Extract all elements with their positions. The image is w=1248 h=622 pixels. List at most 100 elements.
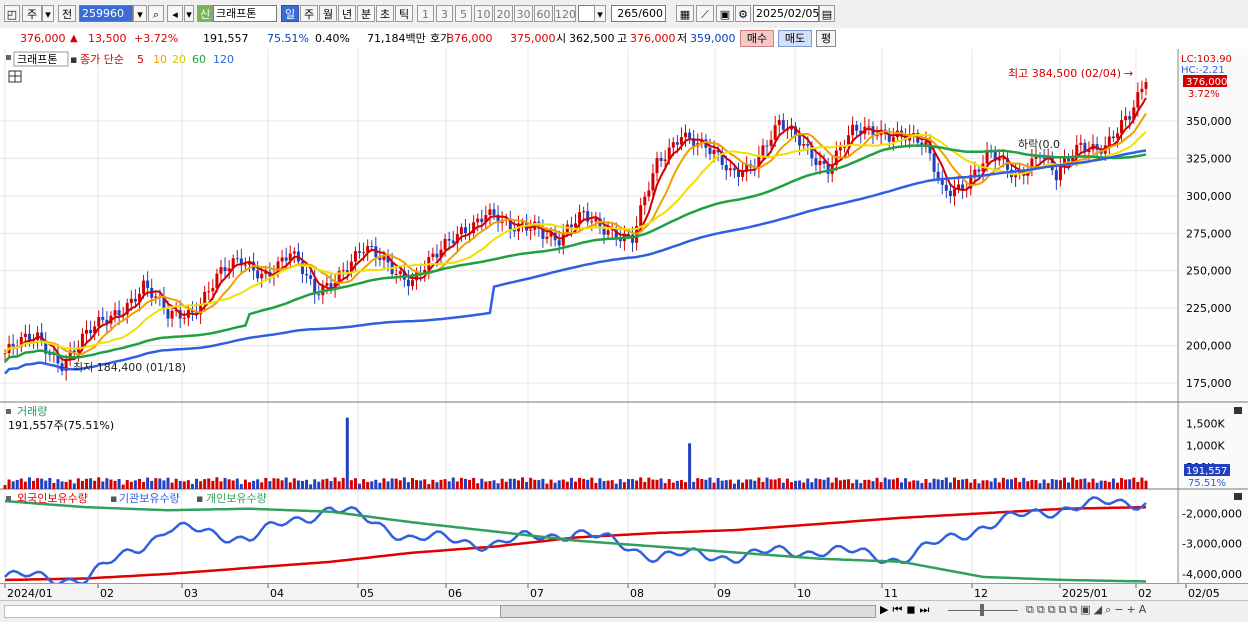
interval-button[interactable]: 1 — [417, 5, 434, 22]
candle-body — [1107, 136, 1111, 146]
interval-button[interactable]: 3 — [436, 5, 453, 22]
candle-body — [891, 137, 895, 142]
candle-body — [781, 120, 785, 130]
holding-close-icon[interactable] — [1234, 493, 1242, 500]
candle-body — [973, 169, 977, 176]
volume-bar — [142, 481, 146, 489]
volume-bar — [940, 479, 944, 489]
x-tick-label: 04 — [270, 587, 284, 600]
average-button[interactable]: 평 — [816, 30, 836, 47]
chevron-down-icon[interactable]: ▾ — [42, 5, 54, 22]
candle-body — [406, 279, 410, 287]
candle-body — [1111, 136, 1115, 139]
volume-bar — [97, 477, 101, 489]
period-year-tab[interactable]: 년 — [338, 5, 356, 22]
change-percent: +3.72% — [134, 32, 179, 45]
x-tick-label: 02 — [100, 587, 114, 600]
volume-bar — [390, 478, 394, 489]
volume-bar — [561, 479, 565, 489]
indicator-icon[interactable]: ▦ — [676, 5, 694, 22]
period-week-tab[interactable]: 주 — [300, 5, 318, 22]
interval-button[interactable]: 5 — [455, 5, 472, 22]
market-select[interactable]: 주 — [22, 5, 42, 22]
panel-handle-icon[interactable] — [6, 55, 11, 60]
volume-bar — [1144, 480, 1148, 489]
speaker-icon[interactable]: ◂ — [167, 5, 183, 22]
x-tick-label: 02 — [1138, 587, 1152, 600]
holding-line — [4, 505, 1147, 582]
last-price-label: 376,000 — [1186, 77, 1227, 88]
volume-bar — [504, 481, 508, 489]
code-dropdown-icon[interactable]: ▾ — [133, 5, 147, 22]
volume-bar — [879, 482, 883, 489]
volume-bar — [366, 481, 370, 489]
volume-bar — [44, 480, 48, 489]
zoom-slider-handle[interactable] — [980, 604, 984, 616]
scroll-thumb[interactable] — [500, 605, 876, 618]
tool-icons[interactable]: ⧉⧉⧉⧉⧉▣◢⌕−+A — [1026, 603, 1150, 616]
candle-body — [146, 280, 150, 288]
window-menu-icon[interactable]: ◰ — [4, 5, 20, 22]
volume-bar — [508, 478, 512, 489]
speaker-dropdown-icon[interactable]: ▾ — [184, 5, 194, 22]
lc-value: LC:103.90 — [1181, 54, 1232, 65]
candle-body — [394, 273, 398, 275]
candle-body — [626, 233, 630, 235]
holding-handle-icon[interactable] — [6, 496, 11, 501]
period-second-tab[interactable]: 초 — [376, 5, 394, 22]
interval-dropdown-icon[interactable]: ▾ — [594, 5, 606, 22]
stock-chart[interactable]: 175,000 200,000 225,000 250,000 275,000 300,0… — [0, 49, 1248, 583]
volume-handle-icon[interactable] — [6, 409, 11, 414]
gear-icon[interactable]: ⚙ — [735, 5, 751, 22]
candle-body — [769, 139, 773, 146]
volume-bar — [574, 481, 577, 489]
playback-controls[interactable]: ▶⏮◼⏭ — [880, 603, 934, 616]
interval-button[interactable]: 20 — [494, 5, 513, 22]
volume-last-label: 191,557 — [1186, 466, 1227, 477]
candle-body — [207, 291, 211, 293]
prev-button[interactable]: 전 — [58, 5, 76, 22]
candle-body — [708, 147, 712, 155]
interval-button[interactable]: 30 — [514, 5, 533, 22]
candle-body — [3, 353, 7, 355]
candle-body — [362, 252, 366, 254]
volume-bar — [36, 478, 40, 489]
sell-button[interactable]: 매도 — [778, 30, 812, 47]
candle-body — [651, 173, 655, 191]
candle-body — [223, 267, 227, 272]
stock-code-input[interactable]: 259960 — [79, 5, 133, 22]
hc-value: HC:-2.21 — [1181, 65, 1225, 76]
candle-body — [610, 229, 614, 231]
chart-scrollbar[interactable]: ▶⏮◼⏭ ⧉⧉⧉⧉⧉▣◢⌕−+A — [0, 600, 1248, 622]
save-icon[interactable]: ▣ — [716, 5, 734, 22]
interval-button[interactable]: 60 — [534, 5, 553, 22]
period-minute-tab[interactable]: 분 — [357, 5, 375, 22]
volume-bar — [52, 482, 56, 489]
volume-bar — [492, 480, 496, 489]
candle-body — [455, 234, 459, 244]
calendar-icon[interactable]: ▤ — [819, 5, 835, 22]
candle-body — [166, 309, 170, 319]
period-day-tab[interactable]: 일 — [281, 5, 299, 22]
candle-body — [117, 310, 121, 316]
interval-button[interactable]: 120 — [554, 5, 576, 22]
candle-body — [574, 223, 577, 228]
volume-bar — [313, 479, 317, 489]
candle-body — [484, 215, 488, 222]
buy-button[interactable]: 매수 — [740, 30, 774, 47]
period-month-tab[interactable]: 월 — [319, 5, 337, 22]
count-input[interactable]: 265/600 — [611, 5, 666, 22]
volume-bar — [635, 480, 639, 489]
draw-tool-icon[interactable]: ⟋ — [696, 5, 714, 22]
volume-close-icon[interactable] — [1234, 407, 1242, 414]
price-panel-dot-icon: ▪ — [70, 53, 77, 66]
arrow-right-icon: → — [1124, 67, 1133, 80]
search-icon[interactable]: ⌕ — [148, 5, 164, 22]
volume-tick-label: 1,000K — [1186, 439, 1225, 452]
period-tick-tab[interactable]: 틱 — [395, 5, 413, 22]
interval-button[interactable]: 10 — [474, 5, 493, 22]
date-input[interactable]: 2025/02/05 — [753, 5, 819, 22]
candle-body — [1054, 170, 1058, 181]
volume-bar — [309, 484, 313, 489]
volume-bar — [32, 480, 36, 489]
